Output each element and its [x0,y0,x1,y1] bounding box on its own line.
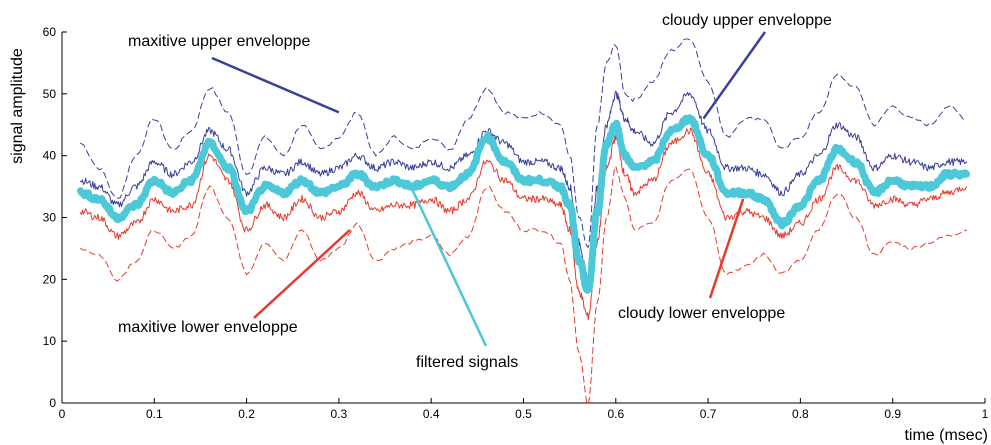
annotation-layer: maxitive upper enveloppe cloudy upper env… [118,12,832,371]
series-line-filtered-signal [77,114,970,294]
annotation-cloudy-upper: cloudy upper enveloppe [662,12,832,29]
annotation-maxitive-upper: maxitive upper enveloppe [128,33,310,50]
annotation-pointer-maxitive-upper [211,56,340,114]
y-tick-label: 30 [43,211,57,225]
series-line-cloudy-lower [80,127,967,321]
x-tick-label: 0.1 [146,407,163,421]
x-tick-label: 0.9 [884,407,901,421]
series-line-maxitive-lower [80,165,967,405]
x-tick-label: 0.3 [331,407,348,421]
x-tick-label: 0.4 [423,407,440,421]
x-tick-label: 0.6 [607,407,624,421]
x-tick-label: 0.7 [700,407,717,421]
annotation-pointer-cloudy-upper [702,31,767,120]
y-tick-label: 60 [43,25,57,39]
x-tick-label: 1 [982,407,989,421]
y-axis-title: signal amplitude [9,48,26,164]
x-tick-label: 0 [59,407,66,421]
series-line-cloudy-upper [80,90,967,283]
y-tick-label: 0 [49,396,56,410]
series-line-maxitive-upper [80,38,967,248]
annotation-cloudy-lower: cloudy lower enveloppe [618,305,785,322]
annotation-pointer-filtered-signal [409,186,488,347]
y-tick-label: 40 [43,149,57,163]
annotation-maxitive-lower: maxitive lower enveloppe [118,319,298,336]
y-tick-label: 50 [43,87,57,101]
axes: 0 0.1 0.2 0.3 0.4 0.5 0.6 0.7 0.8 0.9 101020304050… [43,25,989,421]
x-tick-label: 0.5 [515,407,532,421]
x-tick-label: 0.2 [238,407,255,421]
y-tick-label: 20 [43,272,57,286]
y-tick-label: 10 [43,334,57,348]
series-layer [77,38,970,405]
x-tick-label: 0.8 [792,407,809,421]
x-axis-title: time (msec) [904,427,988,444]
annotation-pointer-maxitive-lower [253,228,351,319]
annotation-filtered-signal: filtered signals [416,354,518,371]
annotation-pointer-cloudy-lower [708,198,745,299]
